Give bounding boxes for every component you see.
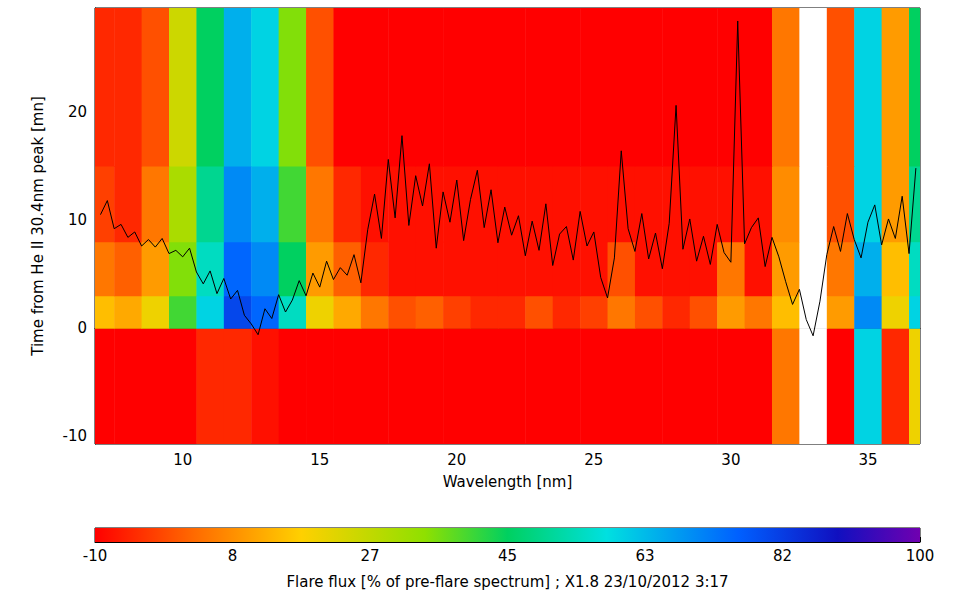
svg-text:Flare flux [% of pre-flare spe: Flare flux [% of pre-flare spectrum] ; X… (286, 573, 728, 591)
svg-text:63: 63 (635, 547, 654, 565)
svg-text:25: 25 (584, 451, 603, 469)
svg-text:0: 0 (77, 319, 87, 337)
svg-text:-10: -10 (63, 427, 88, 445)
svg-text:Wavelength [nm]: Wavelength [nm] (443, 473, 573, 491)
svg-text:82: 82 (773, 547, 792, 565)
svg-text:10: 10 (68, 211, 87, 229)
svg-text:20: 20 (447, 451, 466, 469)
svg-text:15: 15 (310, 451, 329, 469)
svg-text:35: 35 (858, 451, 877, 469)
svg-text:Time from He II 30.4nm peak [m: Time from He II 30.4nm peak [mn] (29, 96, 47, 357)
svg-text:27: 27 (360, 547, 379, 565)
svg-text:45: 45 (498, 547, 517, 565)
svg-text:100: 100 (906, 547, 935, 565)
svg-text:20: 20 (68, 103, 87, 121)
svg-text:8: 8 (228, 547, 238, 565)
svg-text:30: 30 (721, 451, 740, 469)
svg-text:-10: -10 (83, 547, 108, 565)
svg-text:10: 10 (173, 451, 192, 469)
